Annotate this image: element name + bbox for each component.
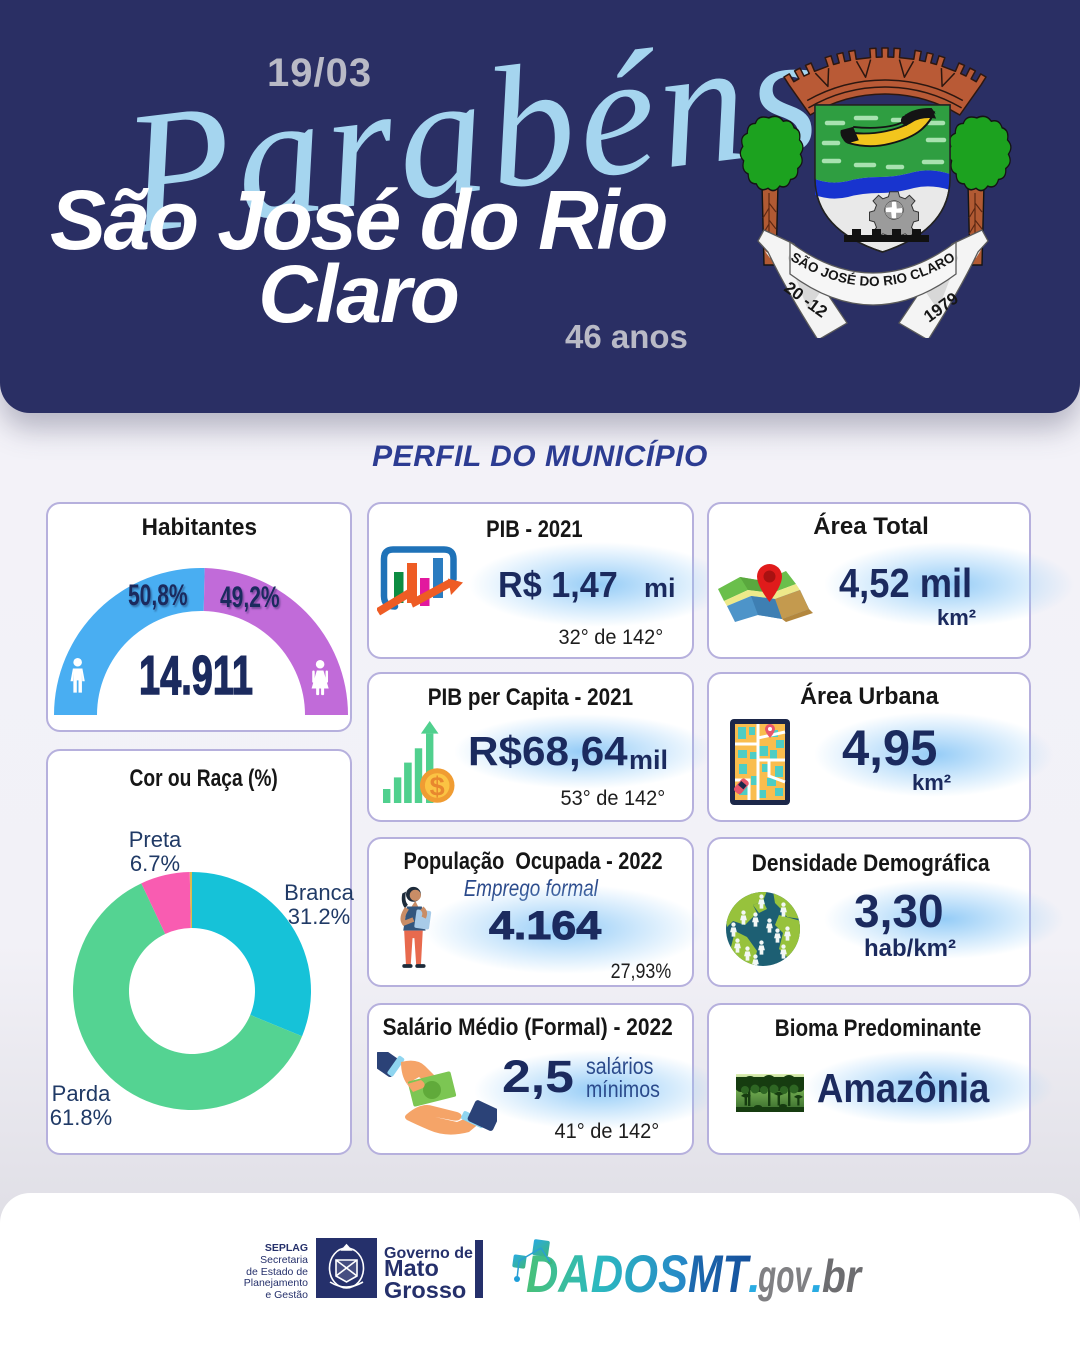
- svg-text:.: .: [748, 1250, 761, 1302]
- svg-text:DADOS: DADOS: [526, 1245, 688, 1304]
- svg-text:br: br: [822, 1250, 863, 1302]
- svg-text:MT: MT: [688, 1245, 752, 1304]
- svg-text:.: .: [811, 1250, 824, 1302]
- svg-text:gov: gov: [757, 1250, 812, 1302]
- svg-text:$: $: [430, 772, 445, 802]
